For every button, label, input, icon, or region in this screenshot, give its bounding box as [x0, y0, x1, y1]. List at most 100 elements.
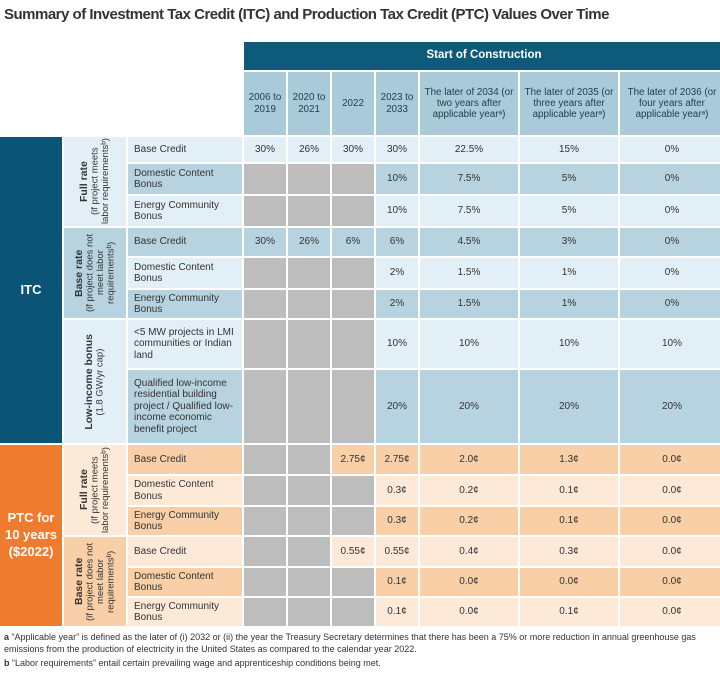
row-label: Energy Community Bonus: [128, 290, 242, 318]
value-cell: 30%: [376, 137, 418, 162]
value-cell: 20%: [420, 370, 518, 443]
row-label: <5 MW projects in LMI communities or Ind…: [128, 320, 242, 368]
not-applicable-cell: [332, 507, 374, 535]
not-applicable-cell: [332, 290, 374, 318]
value-cell: 0.1¢: [376, 568, 418, 596]
value-cell: 10%: [376, 196, 418, 226]
not-applicable-cell: [288, 537, 330, 566]
group-subtitle: (if project meets labor requirementsᵇ): [89, 447, 111, 533]
value-cell: 0.4¢: [420, 537, 518, 566]
value-cell: 2.75¢: [376, 445, 418, 474]
value-cell: 0%: [620, 258, 720, 288]
value-cell: 0.3¢: [376, 507, 418, 535]
start-of-construction-header: Start of Construction: [244, 42, 720, 70]
row-label: Energy Community Bonus: [128, 507, 242, 535]
not-applicable-cell: [244, 507, 286, 535]
group-subtitle: (1.8 GW/yr cap): [94, 347, 106, 416]
value-cell: 7.5%: [420, 196, 518, 226]
value-cell: 0.1¢: [520, 476, 618, 505]
group-label: Full rate (if project meets labor require…: [64, 445, 126, 535]
value-cell: 2.0¢: [420, 445, 518, 474]
value-cell: 0.0¢: [620, 598, 720, 626]
footnote-mark: a: [4, 632, 10, 642]
row-label: Domestic Content Bonus: [128, 568, 242, 596]
not-applicable-cell: [288, 445, 330, 474]
value-cell: 0%: [620, 196, 720, 226]
value-cell: 0.0¢: [620, 537, 720, 566]
value-cell: 1%: [520, 258, 618, 288]
value-cell: 30%: [244, 137, 286, 162]
value-cell: 4.5%: [420, 228, 518, 256]
not-applicable-cell: [244, 568, 286, 596]
footnote-a: a “Applicable year” is defined as the la…: [4, 632, 716, 655]
row-label: Domestic Content Bonus: [128, 476, 242, 505]
value-cell: 30%: [332, 137, 374, 162]
group-title: Base rate: [72, 249, 85, 297]
row-label: Domestic Content Bonus: [128, 258, 242, 288]
value-cell: 0%: [620, 228, 720, 256]
value-cell: 1.5%: [420, 290, 518, 318]
column-header: 2023 to 2033: [376, 72, 418, 135]
section-label-itc: ITC: [0, 137, 62, 443]
value-cell: 0.0¢: [620, 568, 720, 596]
value-cell: 0.2¢: [420, 476, 518, 505]
value-cell: 10%: [620, 320, 720, 368]
footnote-text: “Labor requirements” entail certain prev…: [12, 658, 381, 669]
footnote-b: b “Labor requirements” entail certain pr…: [4, 658, 716, 670]
value-cell: 0.0¢: [420, 568, 518, 596]
not-applicable-cell: [288, 196, 330, 226]
value-cell: 10%: [420, 320, 518, 368]
value-cell: 26%: [288, 228, 330, 256]
not-applicable-cell: [244, 598, 286, 626]
group-label: Low-income bonus (1.8 GW/yr cap): [64, 320, 126, 443]
not-applicable-cell: [244, 258, 286, 288]
row-label: Base Credit: [128, 445, 242, 474]
not-applicable-cell: [332, 164, 374, 194]
value-cell: 20%: [520, 370, 618, 443]
value-cell: 10%: [376, 164, 418, 194]
group-title: Low-income bonus: [83, 333, 95, 430]
value-cell: 0.0¢: [620, 507, 720, 535]
not-applicable-cell: [288, 290, 330, 318]
value-cell: 0.1¢: [520, 598, 618, 626]
value-cell: 0.3¢: [520, 537, 618, 566]
value-cell: 10%: [520, 320, 618, 368]
value-cell: 10%: [376, 320, 418, 368]
value-cell: 6%: [376, 228, 418, 256]
value-cell: 0%: [620, 137, 720, 162]
value-cell: 0.55¢: [332, 537, 374, 566]
section-label-ptc: PTC for 10 years ($2022): [0, 445, 62, 626]
page-title: Summary of Investment Tax Credit (ITC) a…: [4, 6, 609, 23]
column-header: 2022: [332, 72, 374, 135]
value-cell: 6%: [332, 228, 374, 256]
footnote-mark: b: [4, 658, 10, 669]
group-subtitle: (if project does not meet labor requirem…: [84, 233, 116, 313]
not-applicable-cell: [244, 164, 286, 194]
footnote-text: “Applicable year” is defined as the late…: [4, 632, 696, 654]
value-cell: 0.0¢: [420, 598, 518, 626]
value-cell: 0.1¢: [520, 507, 618, 535]
value-cell: 2.75¢: [332, 445, 374, 474]
group-label: Base rate (if project does not meet labor…: [64, 537, 126, 626]
row-label: Domestic Content Bonus: [128, 164, 242, 194]
value-cell: 22.5%: [420, 137, 518, 162]
value-cell: 5%: [520, 196, 618, 226]
not-applicable-cell: [288, 164, 330, 194]
value-cell: 0.55¢: [376, 537, 418, 566]
not-applicable-cell: [288, 598, 330, 626]
value-cell: 1.5%: [420, 258, 518, 288]
value-cell: 0%: [620, 290, 720, 318]
row-label: Base Credit: [128, 137, 242, 162]
not-applicable-cell: [244, 290, 286, 318]
not-applicable-cell: [332, 370, 374, 443]
not-applicable-cell: [288, 370, 330, 443]
not-applicable-cell: [332, 258, 374, 288]
not-applicable-cell: [244, 370, 286, 443]
not-applicable-cell: [288, 568, 330, 596]
value-cell: 1%: [520, 290, 618, 318]
value-cell: 0.3¢: [376, 476, 418, 505]
value-cell: 2%: [376, 290, 418, 318]
footnotes: a “Applicable year” is defined as the la…: [4, 632, 716, 670]
row-label: Base Credit: [128, 537, 242, 566]
not-applicable-cell: [332, 320, 374, 368]
